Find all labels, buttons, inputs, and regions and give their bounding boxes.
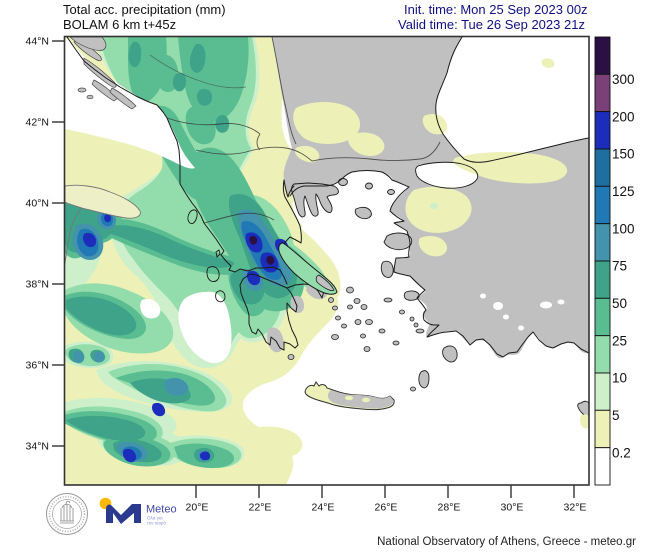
svg-text:125: 125 [612, 184, 635, 199]
svg-text:BOLAM 6 km t+45z: BOLAM 6 km t+45z [63, 17, 176, 32]
svg-text:National Observatory of Athens: National Observatory of Athens, Greece -… [377, 536, 636, 548]
svg-text:20°E: 20°E [186, 502, 209, 514]
svg-text:150: 150 [612, 147, 635, 162]
svg-text:0.2: 0.2 [612, 445, 631, 460]
svg-text:τον καιρό: τον καιρό [147, 520, 166, 526]
svg-text:75: 75 [612, 259, 627, 274]
svg-text:32°E: 32°E [564, 502, 587, 514]
svg-text:44°N: 44°N [26, 36, 49, 48]
svg-text:42°N: 42°N [26, 117, 49, 129]
svg-text:Valid time: Tue 26 Sep 2023 21: Valid time: Tue 26 Sep 2023 21z [398, 17, 585, 32]
svg-text:Init. time: Mon 25 Sep 2023 00: Init. time: Mon 25 Sep 2023 00z [404, 2, 588, 17]
svg-text:50: 50 [612, 296, 627, 311]
svg-text:100: 100 [612, 221, 635, 236]
svg-text:38°N: 38°N [26, 279, 49, 291]
svg-text:10: 10 [612, 371, 627, 386]
svg-text:25: 25 [612, 333, 627, 348]
svg-text:Όλα για: Όλα για [146, 516, 163, 521]
svg-text:30°E: 30°E [501, 502, 524, 514]
svg-text:5: 5 [612, 408, 620, 423]
svg-text:40°N: 40°N [26, 198, 49, 210]
svg-text:22°E: 22°E [249, 502, 272, 514]
svg-text:Meteo: Meteo [146, 504, 177, 516]
svg-text:Total acc. precipitation (mm): Total acc. precipitation (mm) [63, 2, 226, 17]
svg-text:36°N: 36°N [26, 360, 49, 372]
svg-text:200: 200 [612, 109, 635, 124]
svg-text:34°N: 34°N [26, 441, 49, 453]
svg-text:28°E: 28°E [438, 502, 461, 514]
svg-text:26°E: 26°E [375, 502, 398, 514]
svg-text:24°E: 24°E [312, 502, 335, 514]
svg-text:300: 300 [612, 72, 635, 87]
